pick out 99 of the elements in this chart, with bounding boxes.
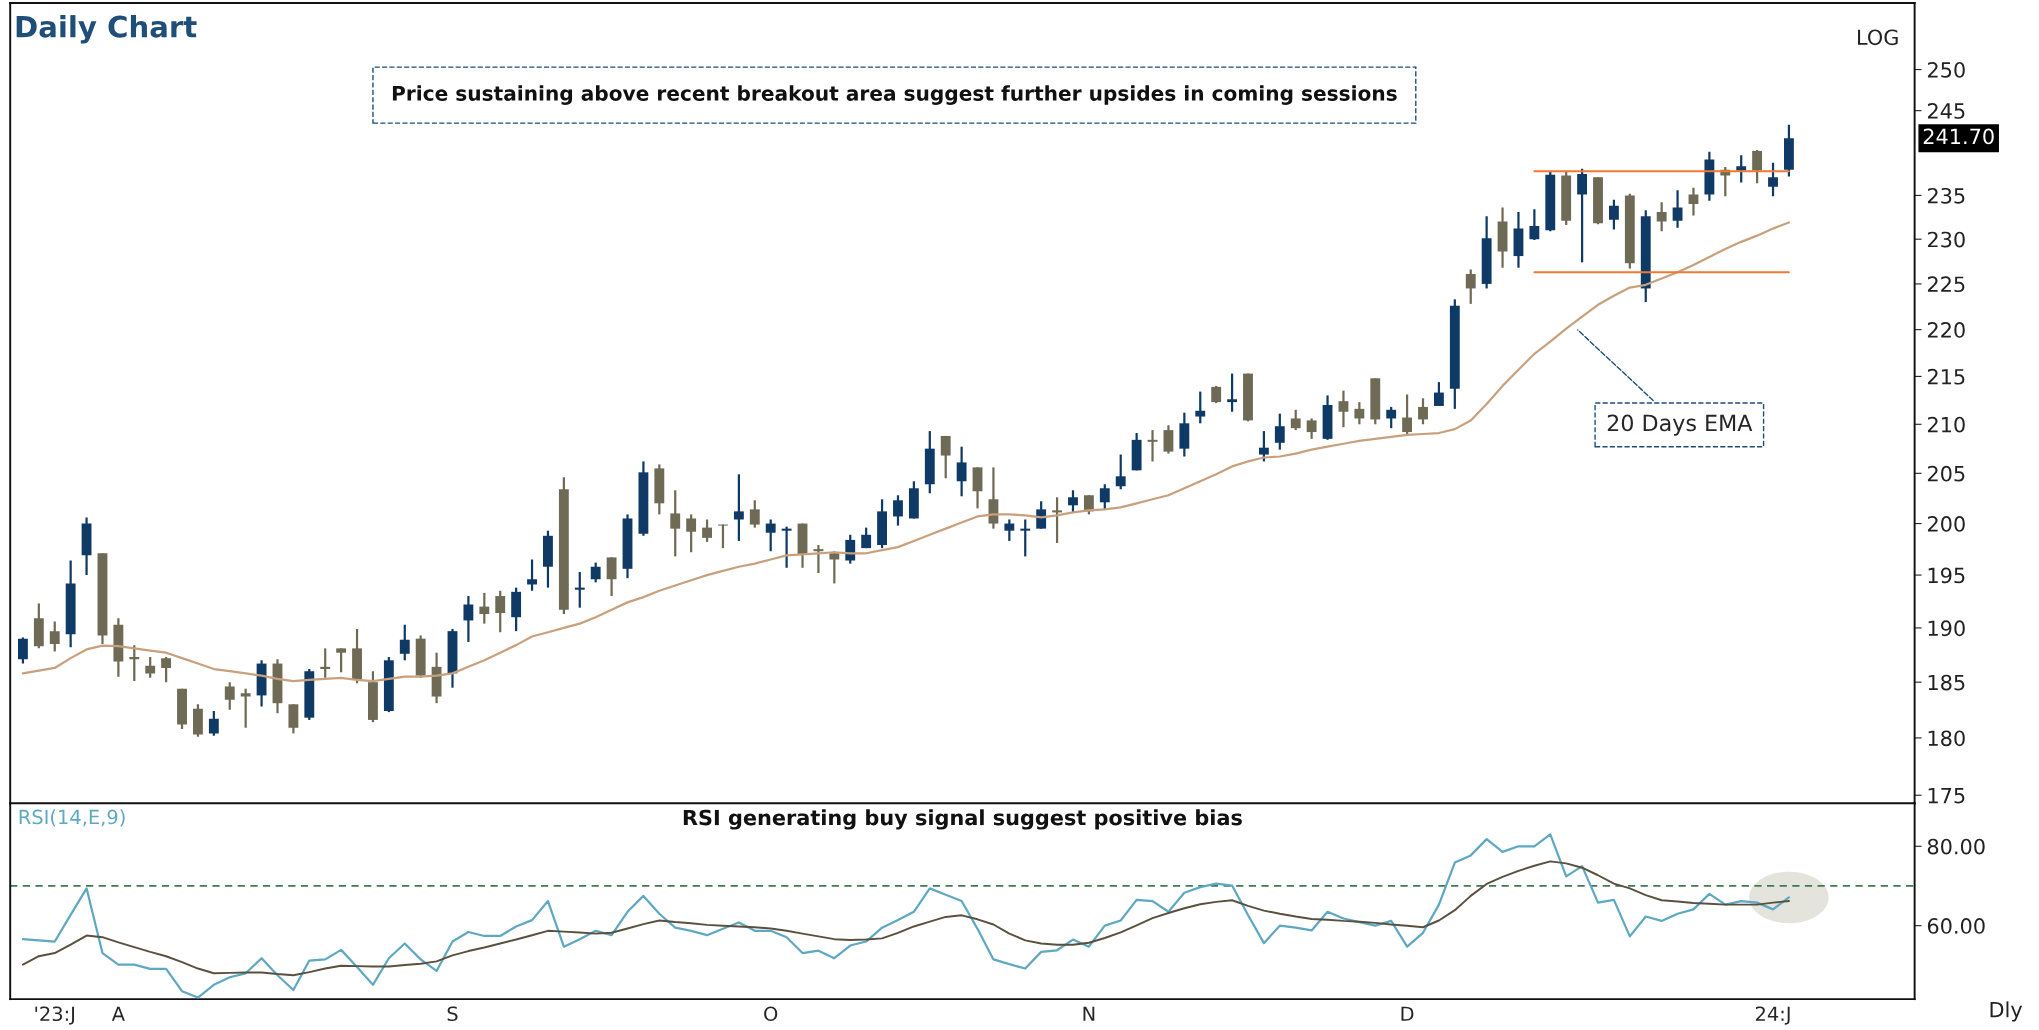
y-tick-label: 60.00 xyxy=(1927,918,1985,934)
candlestick xyxy=(733,473,744,543)
chart-title: Daily Chart xyxy=(16,15,197,44)
candlestick xyxy=(1608,198,1619,231)
line-series xyxy=(21,221,1791,683)
y-tick-label: 230 xyxy=(1927,231,1965,248)
candlestick xyxy=(813,543,824,575)
candlestick xyxy=(224,681,235,711)
text: 241.70 xyxy=(1923,128,1994,145)
x-tick-label: A xyxy=(111,1006,125,1021)
candlestick xyxy=(49,620,60,653)
candlestick xyxy=(829,550,840,585)
x-tick-label: D xyxy=(1401,1006,1414,1021)
y-tick-label: 245 xyxy=(1927,103,1965,119)
line-series xyxy=(21,860,1790,977)
candlestick xyxy=(1274,412,1285,451)
candlestick xyxy=(399,623,410,662)
text: Dly xyxy=(1990,1001,2023,1022)
candlestick xyxy=(972,466,983,510)
candlestick xyxy=(320,647,331,679)
y-tick-label: 215 xyxy=(1927,368,1965,385)
candlestick xyxy=(1068,489,1078,514)
candlestick xyxy=(670,489,681,558)
candlestick xyxy=(1004,518,1015,543)
x-tick-label: N xyxy=(1083,1006,1095,1021)
y-tick-label: 175 xyxy=(1928,787,1965,804)
candlestick xyxy=(1386,405,1397,430)
candlestick xyxy=(749,499,760,529)
candlestick xyxy=(1529,208,1540,242)
candlestick xyxy=(145,655,156,679)
candlestick xyxy=(1465,268,1476,306)
candlestick xyxy=(590,561,601,584)
x-tick-label: '23:J xyxy=(35,1006,75,1025)
candlestick xyxy=(702,518,712,544)
candlestick xyxy=(781,525,792,569)
annotation: Price sustaining above recent breakout area suggest further upsides in coming sessions xyxy=(392,85,1397,105)
candlestick xyxy=(1338,389,1349,429)
candlestick xyxy=(718,523,728,550)
text: RSI(14,E,9) xyxy=(19,809,125,827)
candlestick xyxy=(1227,372,1238,413)
candlestick xyxy=(1115,453,1126,491)
candlestick xyxy=(1290,408,1301,432)
candlestick xyxy=(479,591,490,625)
candlestick xyxy=(1736,154,1747,184)
candlestick xyxy=(1672,189,1683,229)
y-tick-label: 250 xyxy=(1927,62,1965,78)
text: LOG xyxy=(1858,29,1898,46)
candlestick xyxy=(1577,167,1588,264)
candlestick xyxy=(1036,500,1047,530)
chart-title: RSI generating buy signal suggest positive bias xyxy=(683,809,1242,830)
x-tick-label: 24:J xyxy=(1755,1006,1790,1025)
x-tick-label: O xyxy=(764,1006,778,1022)
candlestick xyxy=(288,703,299,735)
candlestick xyxy=(129,644,140,683)
candlestick xyxy=(1163,424,1174,455)
candlestick xyxy=(686,513,697,554)
candlestick xyxy=(1052,496,1062,545)
candlestick xyxy=(1195,390,1206,425)
y-tick-label: 190 xyxy=(1928,620,1965,637)
annotation: 20 Days EMA xyxy=(1607,414,1753,436)
candlestick xyxy=(1306,417,1317,440)
y-tick-label: 185 xyxy=(1928,674,1965,691)
line-series xyxy=(21,833,1791,999)
candlestick xyxy=(1752,148,1763,185)
candlestick xyxy=(495,589,506,634)
y-tick-label: 210 xyxy=(1927,416,1965,433)
candlestick xyxy=(1656,201,1667,233)
candlestick xyxy=(1433,380,1444,408)
candlestick xyxy=(1402,393,1413,437)
candlestick xyxy=(940,434,951,480)
y-tick-label: 225 xyxy=(1927,276,1965,293)
candlestick xyxy=(208,709,219,737)
y-tick-label: 80.00 xyxy=(1927,838,1985,855)
candlestick xyxy=(606,556,617,598)
y-tick-label: 220 xyxy=(1927,322,1965,338)
candlestick xyxy=(527,558,537,592)
candlestick xyxy=(1099,483,1110,511)
candlestick xyxy=(1418,397,1428,426)
candlestick xyxy=(956,445,967,498)
candlestick xyxy=(574,570,585,609)
candlestick xyxy=(1258,429,1269,463)
y-tick-label: 235 xyxy=(1927,187,1965,204)
x-tick-label: S xyxy=(447,1006,458,1022)
y-tick-label: 180 xyxy=(1928,730,1965,747)
candlestick xyxy=(161,655,172,684)
candlestick xyxy=(765,518,776,553)
candlestick xyxy=(1354,401,1365,426)
candlestick xyxy=(240,687,251,729)
y-tick-label: 195 xyxy=(1928,567,1965,584)
candlestick xyxy=(893,494,903,527)
candlestick xyxy=(1147,429,1158,463)
candlestick xyxy=(336,647,347,674)
candlestick xyxy=(17,636,28,665)
candlestick xyxy=(1768,161,1778,198)
candlestick xyxy=(1020,518,1031,558)
candlestick xyxy=(463,594,474,643)
candlestick xyxy=(845,533,856,565)
y-tick-label: 205 xyxy=(1927,465,1965,482)
y-tick-label: 200 xyxy=(1927,516,1965,532)
